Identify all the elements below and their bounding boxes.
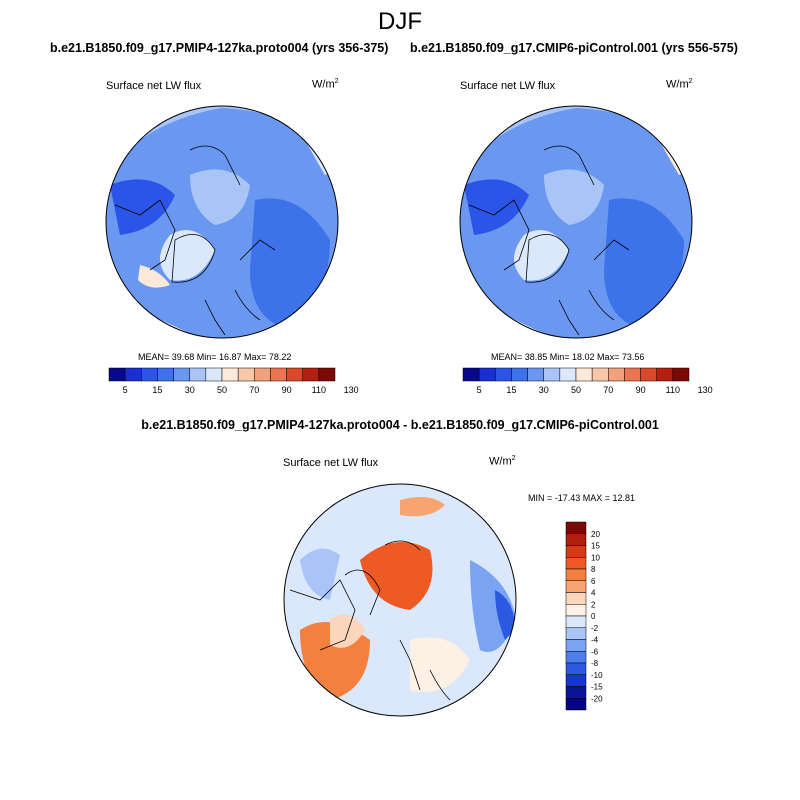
right-colorbar: 5 15 30 50 70 90 110 130 — [462, 367, 713, 395]
figure-title: DJF — [378, 8, 422, 35]
left-colorbar-swatch — [124, 367, 142, 382]
diff-colorbar-tick-label: -10 — [591, 671, 603, 680]
left-colorbar-tick-label: 30 — [185, 385, 195, 395]
left-colorbar-tick-label: 5 — [123, 385, 128, 395]
left-units-label: W/m2 — [312, 78, 339, 91]
right-colorbar-tick-label: 90 — [636, 385, 646, 395]
diff-colorbar-swatch — [565, 533, 587, 546]
right-colorbar-swatch — [640, 367, 657, 382]
left-colorbar-tick-label: 15 — [152, 385, 162, 395]
diff-colorbar-swatch — [565, 568, 587, 581]
right-colorbar-tick-label: 30 — [539, 385, 549, 395]
diff-colorbar-swatch — [565, 604, 587, 617]
left-panel-title: b.e21.B1850.f09_g17.PMIP4-127ka.proto004… — [50, 41, 389, 55]
right-colorbar-swatch — [559, 367, 577, 382]
diff-colorbar-tick-label: 20 — [591, 530, 600, 539]
diff-colorbar-swatch — [565, 662, 587, 675]
diff-colorbar-tick-label: -8 — [591, 659, 599, 668]
right-colorbar-swatch — [543, 367, 561, 382]
right-colorbar-tick-label: 5 — [477, 385, 482, 395]
left-colorbar-tick-label: 50 — [217, 385, 227, 395]
diff-panel-title: b.e21.B1850.f09_g17.PMIP4-127ka.proto004… — [141, 418, 659, 432]
diff-colorbar-tick-label: -15 — [591, 683, 603, 692]
left-colorbar-swatch — [189, 367, 207, 382]
right-colorbar-swatch — [462, 367, 480, 382]
right-variable-label: Surface net LW flux — [460, 80, 556, 92]
diff-colorbar-swatch — [565, 557, 587, 570]
right-colorbar-tick-label: 15 — [506, 385, 516, 395]
right-colorbar-swatch — [672, 367, 690, 382]
diff-colorbar-tick-label: 0 — [591, 612, 596, 621]
diff-colorbar-swatch — [565, 639, 587, 652]
diff-units-label: W/m2 — [489, 455, 516, 468]
diff-colorbar-tick-label: 4 — [591, 589, 596, 598]
left-colorbar-swatch — [318, 367, 336, 382]
diff-colorbar-swatch — [565, 580, 587, 593]
diff-colorbar-tick-label: -2 — [591, 624, 599, 633]
diff-colorbar-swatch — [565, 545, 587, 558]
diff-colorbar-tick-label: 15 — [591, 542, 600, 551]
left-colorbar-swatch — [237, 367, 255, 382]
right-colorbar-swatch — [575, 367, 593, 382]
right-colorbar-swatch — [656, 367, 674, 382]
right-colorbar-tick-label: 50 — [571, 385, 581, 395]
right-colorbar-swatch — [527, 367, 544, 382]
left-variable-label: Surface net LW flux — [106, 80, 202, 92]
left-colorbar-tick-label: 70 — [249, 385, 259, 395]
diff-colorbar-swatch — [565, 651, 587, 664]
left-colorbar-tick-label: 90 — [282, 385, 292, 395]
diff-map — [283, 483, 517, 717]
right-colorbar-tick-label: 110 — [666, 385, 680, 395]
diff-colorbar-swatch — [565, 592, 587, 605]
right-colorbar-swatch — [591, 367, 609, 382]
left-colorbar-swatch — [270, 367, 287, 382]
right-colorbar-swatch — [624, 367, 641, 382]
right-colorbar-tick-label: 130 — [698, 385, 713, 395]
diff-colorbar-swatch — [565, 686, 587, 699]
right-colorbar-swatch — [608, 367, 625, 382]
left-colorbar-swatch — [173, 367, 190, 382]
diff-colorbar-tick-label: -4 — [591, 636, 599, 645]
right-stats-text: MEAN= 38.85 Min= 18.02 Max= 73.56 — [491, 352, 645, 362]
diff-colorbar-tick-label: -20 — [591, 694, 603, 703]
diff-minmax-text: MIN = -17.43 MAX = 12.81 — [528, 493, 636, 503]
diff-colorbar-swatch — [565, 698, 587, 711]
left-colorbar-swatch — [221, 367, 239, 382]
diff-colorbar-swatch — [565, 627, 587, 640]
right-colorbar-swatch — [478, 367, 496, 382]
left-colorbar-swatch — [157, 367, 174, 382]
left-colorbar-swatch — [141, 367, 158, 382]
diff-variable-label: Surface net LW flux — [283, 457, 379, 469]
left-colorbar-tick-label: 110 — [312, 385, 326, 395]
diff-colorbar-tick-label: 8 — [591, 565, 596, 574]
diff-colorbar-tick-label: 10 — [591, 553, 600, 562]
left-colorbar-swatch — [254, 367, 271, 382]
left-colorbar-swatch — [205, 367, 223, 382]
diff-colorbar-tick-label: -6 — [591, 647, 599, 656]
left-stats-text: MEAN= 39.68 Min= 16.87 Max= 78.22 — [138, 352, 292, 362]
left-map — [105, 105, 339, 339]
left-colorbar-swatch — [302, 367, 320, 382]
left-colorbar: 5 15 30 50 70 90 110 130 — [108, 367, 359, 395]
left-colorbar-swatch — [108, 367, 126, 382]
right-map — [459, 105, 693, 339]
diff-colorbar-swatch — [565, 674, 587, 687]
left-colorbar-swatch — [286, 367, 303, 382]
right-colorbar-tick-label: 70 — [603, 385, 613, 395]
diff-colorbar-tick-label: 2 — [591, 600, 596, 609]
right-units-label: W/m2 — [666, 78, 693, 91]
diff-colorbar-swatch — [565, 615, 587, 628]
diff-colorbar-swatch — [565, 521, 587, 534]
right-colorbar-swatch — [511, 367, 528, 382]
left-colorbar-tick-label: 130 — [344, 385, 359, 395]
diff-colorbar-tick-label: 6 — [591, 577, 596, 586]
right-panel-title: b.e21.B1850.f09_g17.CMIP6-piControl.001 … — [410, 41, 738, 55]
right-colorbar-swatch — [495, 367, 512, 382]
